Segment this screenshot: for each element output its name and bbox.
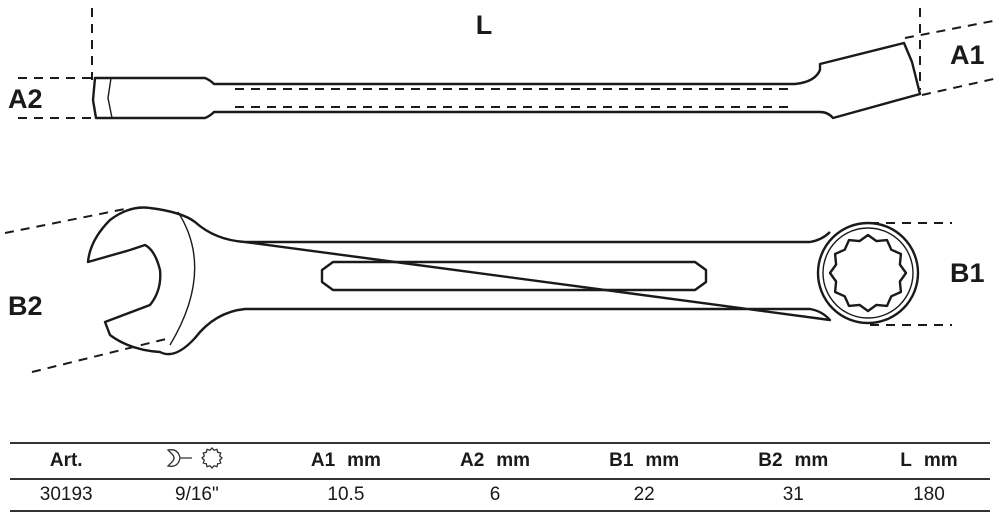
cell-a1: 10.5 bbox=[327, 484, 365, 505]
dimension-B1: B1 bbox=[870, 222, 985, 326]
dimension-B2: B2 bbox=[4, 207, 171, 373]
cell-size: 9/16" bbox=[175, 484, 219, 505]
label-A2: A2 bbox=[8, 84, 43, 114]
dimension-A2: A2 bbox=[8, 77, 92, 119]
cell-b1: 22 bbox=[633, 484, 655, 505]
header-label: A2 bbox=[459, 450, 485, 471]
header-size bbox=[122, 443, 272, 480]
header-a1: A1 mm bbox=[271, 443, 421, 480]
header-art: Art. bbox=[10, 443, 123, 480]
header-unit: mm bbox=[347, 450, 381, 471]
wrench-size-icons bbox=[166, 447, 223, 469]
label-B1: B1 bbox=[950, 258, 985, 288]
label-B2: B2 bbox=[8, 291, 43, 321]
cell-l: 180 bbox=[913, 484, 945, 505]
12-point-ring-icon bbox=[200, 447, 223, 469]
dimension-L: L bbox=[91, 8, 921, 90]
cell-b2: 31 bbox=[782, 484, 804, 505]
cell-art: 30193 bbox=[39, 484, 93, 505]
header-unit: mm bbox=[923, 450, 958, 471]
open-end-wrench-icon bbox=[166, 449, 192, 467]
header-label: B2 bbox=[758, 450, 783, 471]
dimension-A1: A1 bbox=[904, 19, 999, 96]
header-b1: B1 mm bbox=[569, 443, 719, 480]
table-row: 30193 9/16" 10.5 6 22 31 180 bbox=[10, 479, 990, 511]
cell-a2: 6 bbox=[489, 484, 501, 505]
wrench-side-view bbox=[91, 41, 922, 120]
header-a2: A2 mm bbox=[420, 443, 570, 480]
header-label: A1 bbox=[310, 450, 336, 471]
label-A1: A1 bbox=[950, 40, 985, 70]
header-unit: mm bbox=[794, 450, 829, 471]
label-L: L bbox=[476, 10, 493, 40]
header-b2: B2 mm bbox=[718, 443, 868, 480]
header-label: Art. bbox=[49, 450, 83, 471]
header-unit: mm bbox=[496, 450, 531, 471]
header-label: B1 bbox=[609, 450, 634, 471]
wrench-top-view bbox=[86, 206, 920, 356]
header-unit: mm bbox=[645, 450, 680, 471]
wrench-dimension-drawing: L A2 A1 B1 B2 bbox=[4, 8, 999, 373]
header-label: L bbox=[900, 450, 912, 471]
12-point-ring-socket bbox=[828, 233, 908, 313]
